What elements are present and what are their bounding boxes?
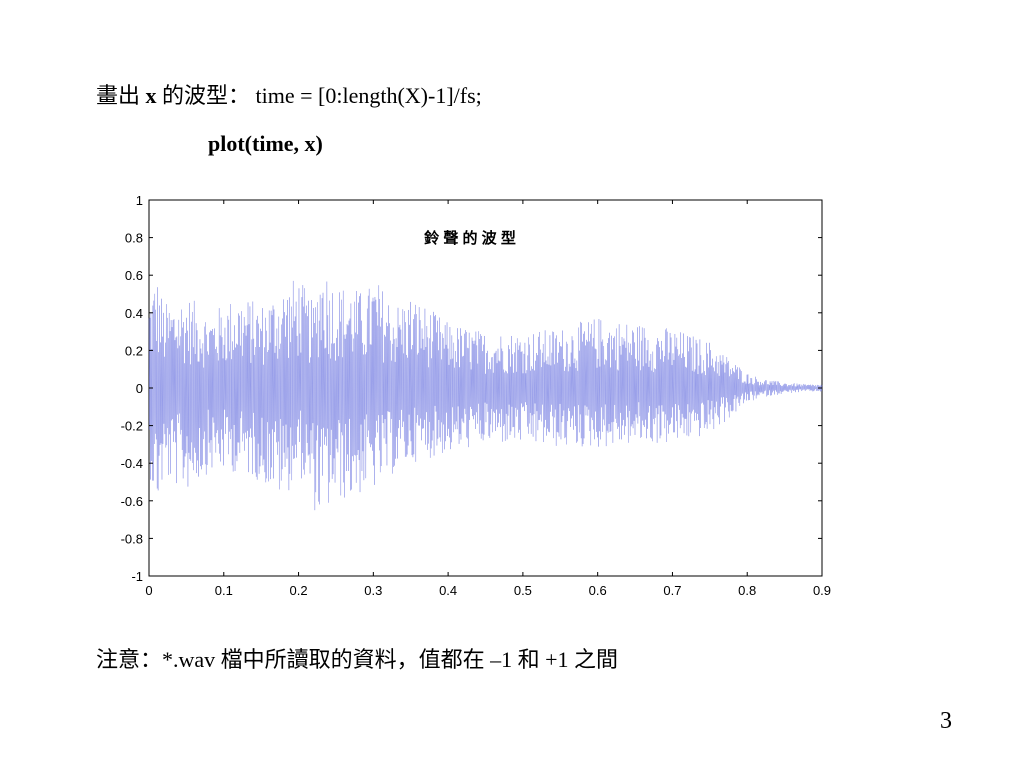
x-tick-label: 0.8 (738, 583, 756, 598)
y-tick-label: -0.8 (121, 531, 143, 546)
chart-title: 鈴 聲 的 波 型 (424, 229, 516, 247)
x-tick-label: 0.1 (215, 583, 233, 598)
x-tick-label: 0.9 (813, 583, 831, 598)
waveform-series (148, 280, 823, 511)
x-tick-label: 0.3 (364, 583, 382, 598)
page-number: 3 (940, 708, 952, 734)
note-text: 注意：*.wav 檔中所讀取的資料，值都在 –1 和 +1 之間 (96, 647, 619, 672)
waveform-chart: 0 0.1 0.2 0.3 0.4 0.5 0.6 0.7 0.8 0.9 1 0.8 0.6 0.4 0.… (121, 193, 831, 598)
line1-code: time = [0:length(X)-1]/fs; (255, 83, 482, 108)
code-line-1: 畫出 x 的波型： time = [0:length(X)-1]/fs; (96, 78, 482, 110)
x-tick-label: 0.4 (439, 583, 457, 598)
y-tick-label: -0.6 (121, 494, 143, 509)
line1-prefix: 畫出 (96, 83, 141, 108)
x-tick-label: 0.2 (290, 583, 308, 598)
y-tick-label: 0.4 (125, 306, 143, 321)
waveform-line (148, 280, 823, 511)
y-tick-label: 1 (136, 193, 143, 208)
code-line-2: plot(time, x) (208, 131, 323, 156)
y-tick-label: 0.2 (125, 343, 143, 358)
x-tick-label: 0.6 (589, 583, 607, 598)
line1-variable: x (145, 83, 157, 108)
axis-ticks: 0 0.1 0.2 0.3 0.4 0.5 0.6 0.7 0.8 0.9 1 0.8 0.6 0.4 0.… (121, 193, 831, 598)
line1-middle: 的波型： (162, 83, 251, 108)
y-tick-label: 0 (136, 381, 143, 396)
x-tick-label: 0.5 (514, 583, 532, 598)
y-tick-label: -0.2 (121, 419, 143, 434)
y-tick-label: 0.8 (125, 231, 143, 246)
y-tick-label: -0.4 (121, 456, 143, 471)
y-tick-label: -1 (131, 569, 143, 584)
x-tick-label: 0.7 (663, 583, 681, 598)
x-tick-label: 0 (145, 583, 152, 598)
y-tick-label: 0.6 (125, 268, 143, 283)
